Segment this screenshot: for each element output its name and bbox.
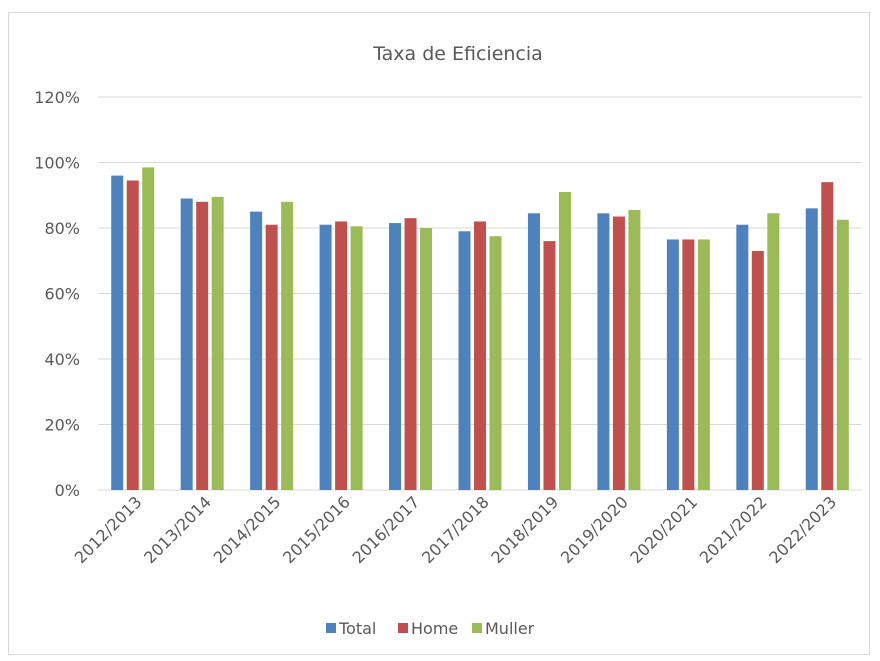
- bars: [111, 167, 849, 491]
- legend-label-muller: Muller: [485, 619, 535, 638]
- y-tick-label: 100%: [34, 154, 80, 173]
- bar-muller-2019-2020: [628, 209, 641, 491]
- bar-muller-2014-2015: [281, 201, 294, 491]
- bar-total-2013-2014: [180, 198, 193, 490]
- bar-muller-2021-2022: [767, 213, 780, 490]
- bar-home-2015-2016: [335, 221, 348, 490]
- bar-home-2012-2013: [126, 180, 139, 490]
- bar-total-2021-2022: [736, 224, 749, 490]
- bar-home-2014-2015: [265, 224, 278, 490]
- bar-muller-2013-2014: [211, 196, 224, 490]
- bar-muller-2012-2013: [142, 167, 155, 490]
- x-tick-label: 2014/2015: [210, 492, 285, 567]
- bar-muller-2017-2018: [489, 236, 502, 490]
- x-tick-label: 2017/2018: [418, 492, 493, 567]
- legend-label-home: Home: [411, 619, 458, 638]
- legend-label-total: Total: [338, 619, 376, 638]
- bar-home-2020-2021: [682, 239, 695, 490]
- x-tick-label: 2020/2021: [626, 492, 701, 567]
- chart-title: Taxa de Eficiencia: [372, 43, 543, 65]
- bar-total-2020-2021: [666, 239, 679, 490]
- bar-home-2018-2019: [543, 241, 556, 490]
- y-tick-label: 80%: [44, 219, 80, 238]
- bar-muller-2015-2016: [350, 226, 363, 491]
- legend-swatch-total: [326, 623, 336, 633]
- bar-home-2022-2023: [821, 182, 834, 490]
- x-tick-label: 2013/2014: [140, 492, 215, 567]
- legend: Total Home Muller: [326, 619, 535, 638]
- bar-total-2018-2019: [527, 213, 540, 490]
- bar-muller-2020-2021: [697, 239, 710, 490]
- legend-swatch-muller: [472, 623, 482, 633]
- x-tick-label: 2019/2020: [557, 492, 632, 567]
- y-tick-label: 120%: [34, 88, 80, 107]
- x-tick-label: 2022/2023: [765, 492, 840, 567]
- bar-home-2016-2017: [404, 218, 417, 491]
- y-tick-label: 0%: [55, 481, 80, 500]
- y-tick-label: 40%: [44, 350, 80, 369]
- legend-swatch-home: [398, 623, 408, 633]
- x-tick-label: 2015/2016: [279, 492, 354, 567]
- bar-total-2022-2023: [805, 208, 818, 490]
- y-tick-label: 20%: [44, 416, 80, 435]
- bar-total-2015-2016: [319, 224, 332, 490]
- bar-total-2017-2018: [458, 231, 471, 490]
- y-axis-ticks: 0% 20% 40% 60% 80% 100% 120%: [34, 88, 80, 500]
- bar-home-2017-2018: [474, 221, 486, 490]
- bar-total-2014-2015: [250, 211, 263, 490]
- bar-total-2012-2013: [111, 175, 124, 490]
- x-tick-label: 2012/2013: [71, 492, 146, 567]
- x-tick-label: 2018/2019: [487, 492, 562, 567]
- bar-home-2013-2014: [196, 201, 209, 491]
- bar-muller-2016-2017: [420, 228, 433, 490]
- bar-home-2019-2020: [612, 216, 625, 490]
- bar-muller-2018-2019: [558, 191, 571, 490]
- x-axis-ticks: 2012/20132013/20142014/20152015/20162016…: [71, 492, 840, 567]
- y-tick-label: 60%: [44, 285, 80, 304]
- x-tick-label: 2016/2017: [349, 492, 424, 567]
- bar-total-2019-2020: [597, 213, 610, 490]
- x-tick-label: 2021/2022: [696, 492, 771, 567]
- bar-muller-2022-2023: [836, 219, 849, 490]
- bar-home-2021-2022: [751, 250, 764, 490]
- bar-total-2016-2017: [389, 223, 402, 490]
